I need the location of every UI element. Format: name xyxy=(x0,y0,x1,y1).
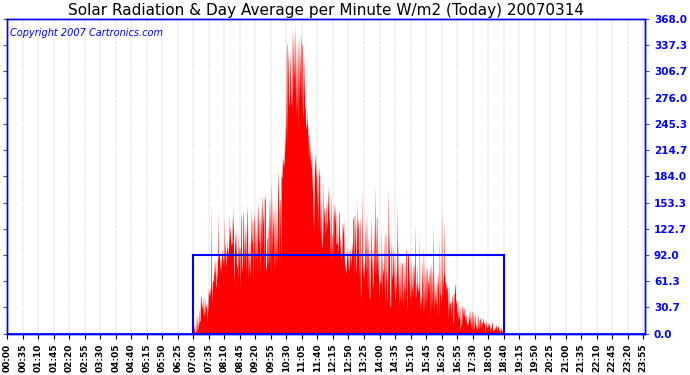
Text: Copyright 2007 Cartronics.com: Copyright 2007 Cartronics.com xyxy=(10,28,164,38)
Title: Solar Radiation & Day Average per Minute W/m2 (Today) 20070314: Solar Radiation & Day Average per Minute… xyxy=(68,3,584,18)
Bar xyxy=(193,255,504,334)
